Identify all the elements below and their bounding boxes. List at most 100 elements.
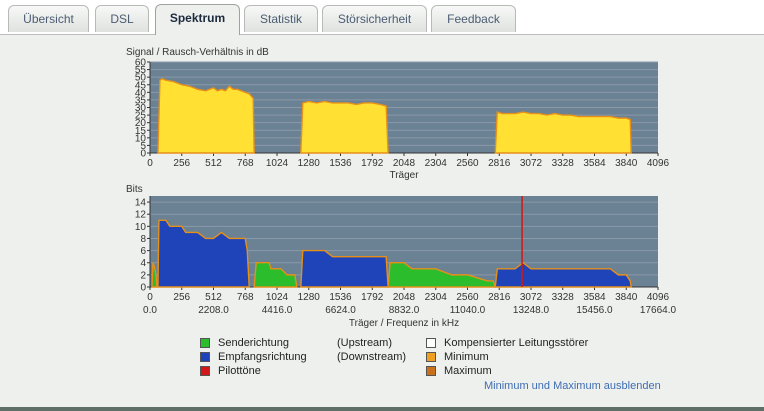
y-tick-label: 10 <box>135 133 147 144</box>
freq-tick-label: 13248.0 <box>513 305 550 316</box>
x-tick-label: 3840 <box>615 158 638 169</box>
x-tick-label: 1280 <box>298 292 321 303</box>
series-area-3 <box>300 249 389 288</box>
snr-chart-title: Signal / Rausch-Verhältnis in dB <box>126 47 269 58</box>
legend-upstream-dir: (Upstream) <box>337 337 393 349</box>
freq-tick-label: 11040.0 <box>450 305 486 316</box>
x-tick-label: 3584 <box>583 292 606 303</box>
y-tick-label: 0 <box>140 283 146 294</box>
series-area-0 <box>151 262 158 288</box>
x-tick-label: 3584 <box>583 158 606 169</box>
series-area-2 <box>253 262 298 288</box>
x-tick-label: 2304 <box>425 292 448 303</box>
tab-spektrum[interactable]: Spektrum <box>155 4 240 35</box>
y-tick-label: 45 <box>135 80 147 91</box>
legend-upstream: Senderichtung <box>200 337 289 349</box>
y-tick-label: 35 <box>135 95 147 106</box>
downstream-swatch <box>200 352 210 363</box>
y-tick-label: 10 <box>135 222 147 233</box>
y-tick-label: 4 <box>140 258 146 269</box>
x-tick-label: 3072 <box>520 292 543 303</box>
footer-divider <box>0 407 764 411</box>
legend-downstream-dir: (Downstream) <box>337 351 407 363</box>
x-tick-label: 2816 <box>488 158 511 169</box>
upstream-swatch <box>200 338 210 349</box>
x-tick-label: 256 <box>173 158 190 169</box>
legend-komp: Kompensierter Leitungsstörer <box>426 337 588 349</box>
pilot-label: Pilottöne <box>218 365 261 377</box>
x-tick-label: 4096 <box>647 158 670 169</box>
x-tick-label: 3840 <box>615 292 638 303</box>
x-tick-label: 2048 <box>393 158 416 169</box>
y-tick-label: 14 <box>135 198 147 209</box>
x-tick-label: 3072 <box>520 158 543 169</box>
series-area-0 <box>157 77 255 154</box>
freq-tick-label: 2208.0 <box>198 305 229 316</box>
y-tick-label: 50 <box>135 73 147 84</box>
y-tick-label: 2 <box>140 270 146 281</box>
maximum-swatch <box>426 366 436 377</box>
y-tick-label: 25 <box>135 111 147 122</box>
legend-minimum: Minimum <box>426 351 489 363</box>
x-tick-label: 2560 <box>456 158 479 169</box>
maximum-label: Maximum <box>444 365 492 377</box>
legend-pilot: Pilottöne <box>200 365 261 377</box>
x-tick-label: 1792 <box>361 158 384 169</box>
legend-downstream: Empfangsrichtung <box>200 351 307 363</box>
toggle-minmax-link[interactable]: Minimum und Maximum ausblenden <box>484 380 661 392</box>
series-area-1 <box>300 100 389 154</box>
x-tick-label: 1024 <box>266 292 289 303</box>
x-tick-label: 512 <box>205 292 222 303</box>
x-tick-label: 512 <box>205 158 222 169</box>
upstream-label: Senderichtung <box>218 337 289 349</box>
x-tick-label: 2560 <box>456 292 479 303</box>
x-tick-label: 2304 <box>425 158 448 169</box>
freq-tick-label: 17664.0 <box>640 305 677 316</box>
komp-swatch <box>426 338 436 349</box>
x-tick-label: 2816 <box>488 292 511 303</box>
x-tick-label: 1536 <box>329 292 352 303</box>
x-tick-label: 768 <box>237 158 254 169</box>
tab-bar: Übersicht DSL Spektrum Statistik Störsic… <box>0 0 764 35</box>
y-tick-label: 6 <box>140 246 146 257</box>
y-tick-label: 20 <box>135 118 147 129</box>
y-tick-label: 40 <box>135 88 147 99</box>
x-tick-label: 1536 <box>329 158 352 169</box>
tab-uebersicht[interactable]: Übersicht <box>8 5 89 32</box>
y-tick-label: 30 <box>135 103 147 114</box>
freq-tick-label: 15456.0 <box>576 305 613 316</box>
y-tick-label: 5 <box>140 141 146 152</box>
y-tick-label: 0 <box>140 149 146 160</box>
x-tick-label: 0 <box>147 292 153 303</box>
x-tick-label: 3328 <box>552 292 575 303</box>
x-tick-label: 4096 <box>647 292 670 303</box>
x-tick-label: 3328 <box>552 158 575 169</box>
x-tick-label: 1280 <box>298 158 321 169</box>
freq-tick-label: 6624.0 <box>325 305 356 316</box>
pilot-swatch <box>200 366 210 377</box>
x-tick-label: 2048 <box>393 292 416 303</box>
y-tick-label: 60 <box>135 58 147 69</box>
minimum-swatch <box>426 352 436 363</box>
freq-tick-label: 4416.0 <box>262 305 293 316</box>
x-tick-label: 256 <box>173 292 190 303</box>
y-tick-label: 8 <box>140 234 146 245</box>
series-area-4 <box>387 262 497 288</box>
freq-tick-label: 8832.0 <box>389 305 420 316</box>
series-area-1 <box>157 219 250 288</box>
downstream-label: Empfangsrichtung <box>218 351 307 363</box>
y-tick-label: 12 <box>135 210 147 221</box>
tab-dsl[interactable]: DSL <box>95 5 149 32</box>
tab-feedback[interactable]: Feedback <box>431 5 516 32</box>
freq-tick-label: 0.0 <box>143 305 157 316</box>
y-tick-label: 15 <box>135 126 147 137</box>
komp-label: Kompensierter Leitungsstörer <box>444 337 589 349</box>
y-tick-label: 55 <box>135 65 147 76</box>
x-axis-label: Träger / Frequenz in kHz <box>349 318 459 329</box>
x-tick-label: 0 <box>147 158 153 169</box>
tab-stoersicherheit[interactable]: Störsicherheit <box>322 5 427 32</box>
tab-statistik[interactable]: Statistik <box>244 5 318 32</box>
x-axis-label: Träger <box>389 170 419 181</box>
x-tick-label: 1024 <box>266 158 289 169</box>
